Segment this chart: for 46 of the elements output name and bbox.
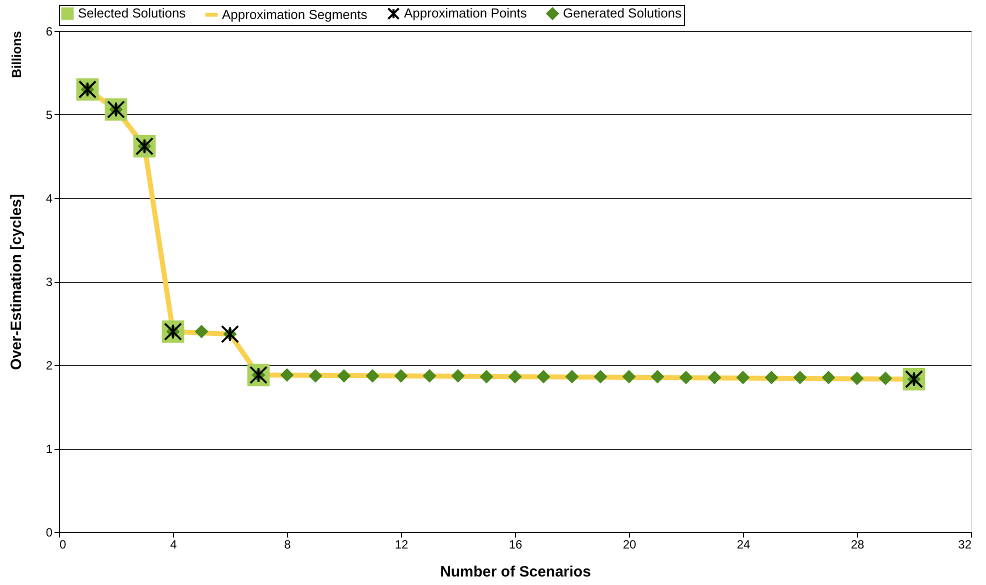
y-tick-label: 5: [46, 108, 53, 122]
point: [536, 370, 550, 384]
point: [194, 324, 208, 338]
point: [736, 370, 750, 384]
point: [394, 369, 408, 383]
text: Billions: [9, 31, 24, 78]
legend-label: Generated Solutions: [563, 6, 682, 21]
legend-label: Approximation Segments: [222, 6, 368, 22]
x-tick-label: 20: [622, 538, 636, 552]
x-tick-label: 24: [736, 538, 750, 552]
point: [366, 369, 380, 383]
point: [679, 370, 693, 384]
point: [822, 370, 836, 384]
legend-label: Selected Solutions: [78, 6, 186, 21]
point: [480, 370, 494, 384]
x-tick-label: 4: [170, 538, 178, 552]
x-tick-label: 0: [60, 538, 66, 552]
point: [650, 370, 664, 384]
legend-label: Approximation Points: [404, 6, 528, 21]
point: [708, 370, 722, 384]
y-tick-label: 3: [46, 275, 53, 289]
point: [793, 370, 807, 384]
point: [850, 372, 864, 386]
y-tick-label: 2: [46, 358, 53, 372]
point: [764, 370, 778, 384]
point: [308, 369, 322, 383]
x-tick-label: 32: [958, 538, 972, 552]
y-tick-label: 6: [46, 24, 53, 38]
y-axis-title: Over-Estimation [cycles]: [8, 194, 25, 370]
point: [622, 370, 636, 384]
x-axis-title: Number of Scenarios: [440, 564, 591, 580]
point: [337, 369, 351, 383]
point: [451, 369, 465, 383]
x-tick-label: 16: [508, 538, 522, 552]
point: [280, 368, 294, 382]
y-tick-label: 0: [46, 526, 53, 540]
point: [508, 370, 522, 384]
point: [594, 370, 608, 384]
x-tick-label: 28: [850, 538, 864, 552]
y-tick-label: 4: [46, 192, 53, 206]
point: [565, 370, 579, 384]
y-tick-label: 1: [46, 442, 53, 456]
x-tick-label: 12: [394, 538, 408, 552]
point: [422, 369, 436, 383]
point: [878, 372, 892, 386]
x-tick-label: 8: [284, 538, 292, 552]
